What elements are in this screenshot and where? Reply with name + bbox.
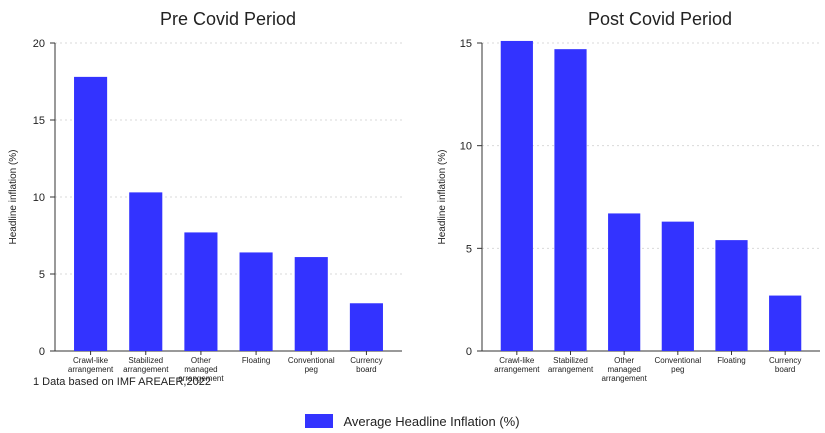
x-tick-label-line: managed bbox=[184, 365, 217, 374]
y-axis-label: Headline inflation (%) bbox=[8, 149, 19, 244]
x-tick-label: Floating bbox=[717, 356, 745, 365]
y-tick-label: 20 bbox=[33, 38, 45, 50]
x-tick-label: Conventional peg bbox=[654, 356, 701, 374]
x-tick-label-line: Stabilized bbox=[128, 356, 163, 365]
y-tick-label: 15 bbox=[33, 115, 45, 127]
bar bbox=[129, 192, 163, 351]
x-tick-label: Currency board bbox=[350, 356, 382, 374]
x-tick-label: Other managed arrangement bbox=[601, 356, 647, 383]
chart-title: Post Covid Period bbox=[588, 9, 732, 29]
x-tick-label-line: Crawl-like bbox=[73, 356, 109, 365]
bar bbox=[661, 221, 694, 351]
legend-swatch bbox=[305, 414, 334, 428]
bar bbox=[500, 40, 533, 352]
x-tick-label-line: arrangement bbox=[548, 365, 594, 374]
x-tick-label-line: board bbox=[775, 365, 795, 374]
x-tick-label-line: Conventional bbox=[288, 356, 335, 365]
bar bbox=[349, 303, 383, 351]
x-tick-label: Stabilized arrangement bbox=[548, 356, 594, 374]
x-tick-label: Crawl-like arrangement bbox=[494, 356, 540, 374]
y-tick-label: 0 bbox=[39, 346, 45, 358]
bar bbox=[769, 295, 802, 351]
legend-label: Average Headline Inflation (%) bbox=[343, 414, 520, 429]
chart-title: Pre Covid Period bbox=[160, 9, 296, 29]
x-tick-label-line: arrangement bbox=[178, 374, 224, 383]
x-tick-label: Stabilized arrangement bbox=[123, 356, 169, 374]
x-tick-label-line: arrangement bbox=[601, 374, 647, 383]
x-tick-label-line: Conventional bbox=[654, 356, 701, 365]
bar bbox=[74, 76, 108, 351]
x-tick-label-line: peg bbox=[305, 365, 318, 374]
x-tick-label: Crawl-like arrangement bbox=[68, 356, 114, 374]
y-tick-label: 10 bbox=[460, 141, 472, 153]
x-tick-label-line: Floating bbox=[717, 356, 745, 365]
bar bbox=[239, 252, 273, 351]
bar bbox=[715, 240, 748, 351]
x-tick-label-line: Currency bbox=[769, 356, 801, 365]
x-tick-label-line: Other bbox=[614, 356, 634, 365]
x-tick-label-line: arrangement bbox=[68, 365, 114, 374]
bar bbox=[608, 213, 641, 351]
x-tick-label-line: board bbox=[356, 365, 376, 374]
x-tick-label-line: Other bbox=[191, 356, 211, 365]
y-tick-label: 15 bbox=[460, 38, 472, 50]
x-tick-label-line: Crawl-like bbox=[499, 356, 535, 365]
y-tick-label: 0 bbox=[466, 346, 472, 358]
x-tick-label: Currency board bbox=[769, 356, 801, 374]
legend: Average Headline Inflation (%) bbox=[0, 414, 825, 429]
x-tick-label: Floating bbox=[242, 356, 270, 365]
y-tick-label: 5 bbox=[466, 243, 472, 255]
bar bbox=[554, 49, 587, 351]
x-tick-label-line: arrangement bbox=[494, 365, 540, 374]
x-tick-label-line: peg bbox=[671, 365, 684, 374]
chart-panel-2: Post Covid Period Headline inflation (%) 0… bbox=[437, 9, 820, 383]
y-axis-label: Headline inflation (%) bbox=[437, 149, 448, 244]
chart-panel-1: Pre Covid Period Headline inflation (%) 0 5… bbox=[8, 9, 402, 383]
bar bbox=[184, 232, 218, 351]
bar bbox=[294, 257, 328, 351]
x-tick-label-line: arrangement bbox=[123, 365, 169, 374]
y-tick-label: 5 bbox=[39, 269, 45, 281]
x-tick-label-line: Stabilized bbox=[553, 356, 588, 365]
x-tick-label-line: managed bbox=[607, 365, 640, 374]
x-tick-label: Conventional peg bbox=[288, 356, 335, 374]
x-tick-label: Other managed arrangement bbox=[178, 356, 224, 383]
footnote: 1 Data based on IMF AREAER,2022 bbox=[33, 376, 211, 388]
y-tick-label: 10 bbox=[33, 192, 45, 204]
x-tick-label-line: Currency bbox=[350, 356, 382, 365]
x-tick-label-line: Floating bbox=[242, 356, 270, 365]
